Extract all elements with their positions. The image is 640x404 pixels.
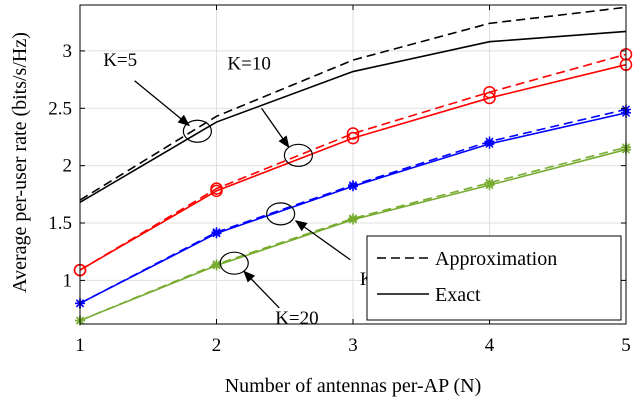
x-axis-label: Number of antennas per-AP (N) [225, 375, 482, 397]
annotation-ellipse-k5 [182, 119, 212, 143]
y-axis-ticks: 1 1.5 2 2.5 3 [48, 41, 626, 291]
annotations: K=5K=10K=15K=20 [103, 50, 403, 329]
series-line-k5-approximation [79, 6, 627, 201]
legend-box [366, 235, 622, 321]
annotation-ellipse-k20 [219, 251, 249, 275]
data-point-k15-exact [211, 228, 222, 239]
x-tick-label: 4 [485, 335, 495, 356]
y-tick-label: 2.5 [48, 98, 72, 119]
y-tick-label: 2 [63, 156, 73, 177]
data-point-k10-exact [210, 184, 223, 198]
data-point-k15-exact [348, 181, 358, 192]
x-tick-label: 2 [212, 335, 222, 356]
annotation-label-k20: K=20 [275, 308, 318, 329]
series-line-k5-exact [79, 30, 627, 204]
data-point-k10-exact [346, 131, 360, 145]
y-tick-label: 1.5 [48, 213, 72, 234]
annotation-arrow-k5 [134, 80, 190, 127]
series-line-k10-approximation [79, 53, 627, 271]
data-point-k15-exact [484, 138, 495, 149]
legend: Approximation Exact [366, 235, 622, 321]
legend-label-exact: Exact [435, 284, 481, 306]
y-tick-label: 1 [63, 270, 73, 291]
annotation-ellipse-k15 [266, 202, 296, 226]
annotation-arrow-k15 [294, 220, 351, 261]
annotation-arrow-k20 [243, 270, 280, 309]
x-tick-label: 1 [75, 335, 85, 356]
legend-label-approximation: Approximation [435, 248, 557, 270]
x-tick-label: 3 [348, 335, 358, 356]
y-tick-label: 3 [63, 41, 73, 62]
data-point-k10-approximation [346, 127, 360, 140]
x-tick-label: 5 [621, 335, 631, 356]
series-line-k10-exact [79, 63, 627, 271]
data-point-k20-exact [211, 260, 222, 271]
annotation-label-k10: K=10 [227, 53, 270, 74]
data-point-k20-exact [348, 214, 358, 225]
y-axis-label: Average per-user rate (bits/s/Hz) [9, 32, 31, 293]
annotation-arrow-k10 [261, 107, 290, 149]
x-axis-ticks: 1 2 3 4 5 [75, 5, 631, 356]
data-point-k10-approximation [483, 85, 496, 99]
data-point-k10-exact [483, 91, 496, 105]
data-point-k20-exact [484, 180, 495, 191]
annotation-label-k5: K=5 [103, 50, 137, 71]
annotation-ellipse-k10 [283, 143, 313, 167]
